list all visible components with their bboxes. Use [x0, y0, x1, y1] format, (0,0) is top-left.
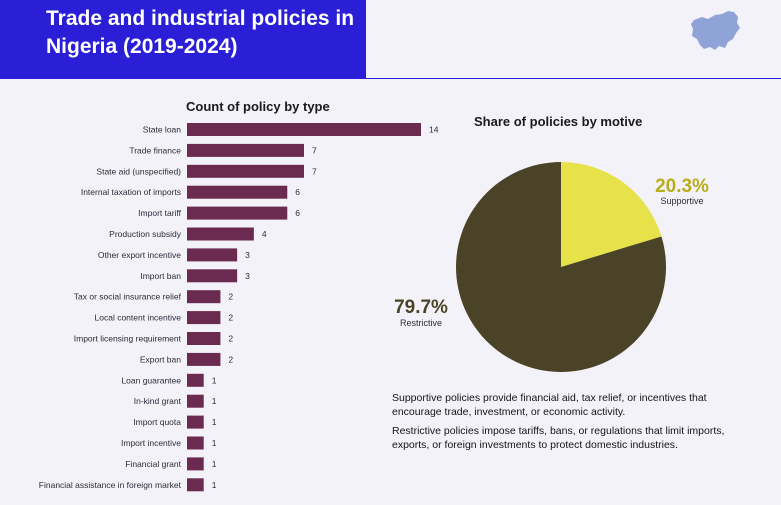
bar	[187, 415, 204, 429]
bar-value-label: 1	[212, 396, 217, 406]
bar-value-label: 3	[245, 250, 250, 260]
bar-value-label: 3	[245, 271, 250, 281]
bar-value-label: 7	[312, 166, 317, 176]
bar	[187, 227, 254, 241]
bar-category-label: Export ban	[140, 354, 181, 364]
pie-chart-title: Share of policies by motive	[474, 114, 643, 129]
bar-category-label: State aid (unspecified)	[96, 166, 181, 176]
bar-category-label: Import incentive	[121, 438, 181, 448]
nigeria-map-shape	[691, 11, 740, 50]
bar-category-label: Trade finance	[129, 145, 181, 155]
bar-category-label: Other export incentive	[98, 250, 181, 260]
bar	[187, 352, 221, 366]
bar-category-label: In-kind grant	[134, 396, 182, 406]
page-title: Trade and industrial policies in Nigeria…	[46, 7, 355, 58]
bar-value-label: 1	[212, 480, 217, 490]
bar	[187, 269, 238, 283]
bar-category-label: State loan	[143, 125, 182, 135]
bar-value-label: 6	[295, 208, 300, 218]
bar-category-label: Production subsidy	[109, 229, 182, 239]
bar	[187, 123, 421, 136]
bar-category-label: Financial assistance in foreign market	[39, 480, 182, 490]
bar-category-label: Tax or social insurance relief	[74, 292, 182, 302]
bar-value-label: 14	[429, 125, 439, 135]
bar-category-label: Import tariff	[138, 208, 181, 218]
bar-category-label: Local content incentive	[95, 313, 182, 323]
bar-value-label: 1	[212, 459, 217, 469]
bar-value-label: 4	[262, 229, 267, 239]
bar	[187, 373, 204, 387]
bar-value-label: 1	[212, 417, 217, 427]
bar-value-label: 6	[295, 187, 300, 197]
header-divider	[366, 78, 781, 79]
bar	[187, 185, 288, 199]
bar-value-label: 2	[228, 313, 233, 323]
pie-percent-label: 79.7%	[394, 297, 448, 318]
bar	[187, 143, 304, 157]
bar	[187, 436, 204, 450]
bar	[187, 457, 204, 471]
header-band: Trade and industrial policies in Nigeria…	[0, 0, 366, 79]
pie-slice-supportive	[561, 162, 662, 267]
pie-slice-label: Supportive	[660, 196, 703, 206]
bar-category-label: Import quota	[133, 417, 181, 427]
bar-category-label: Internal taxation of imports	[81, 187, 181, 197]
bar	[187, 206, 288, 220]
bar-value-label: 2	[228, 354, 233, 364]
bar-value-label: 2	[228, 334, 233, 344]
pie-slice-label: Restrictive	[400, 318, 442, 328]
bar	[187, 332, 221, 345]
bar-category-label: Financial grant	[125, 459, 181, 469]
bar	[187, 394, 204, 408]
nigeria-map-icon	[691, 11, 740, 50]
bar-value-label: 1	[212, 438, 217, 448]
motive-share-pie-chart: 20.3%Supportive 79.7%Restrictive	[394, 162, 709, 372]
restrictive-note: Restrictive policies impose tariffs, ban…	[392, 425, 725, 451]
bar-category-label: Loan guarantee	[121, 375, 181, 385]
pie-slice-restrictive	[456, 162, 666, 372]
supportive-note: Supportive policies provide financial ai…	[392, 392, 707, 418]
bar-value-label: 1	[212, 375, 217, 385]
bar-value-label: 2	[228, 292, 233, 302]
bar-category-label: Import licensing requirement	[74, 334, 182, 344]
pie-percent-label: 20.3%	[655, 176, 709, 197]
bar-category-label: Import ban	[140, 271, 181, 281]
bar	[187, 290, 221, 304]
bar	[187, 311, 221, 325]
bar	[187, 248, 238, 262]
bar-value-label: 7	[312, 145, 317, 155]
bar	[187, 478, 204, 492]
bar-chart-title: Count of policy by type	[186, 99, 330, 114]
bar	[187, 164, 304, 178]
